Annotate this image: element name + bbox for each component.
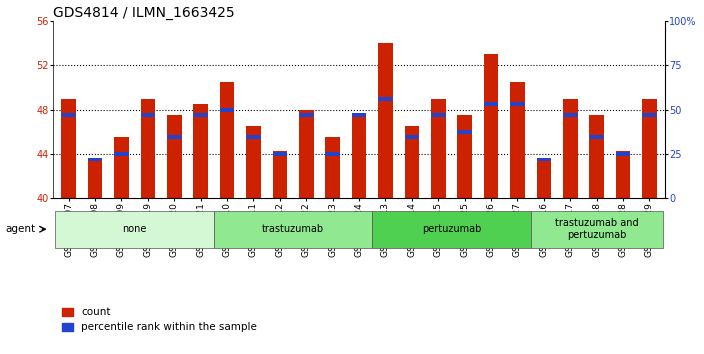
Bar	[352, 115, 366, 198]
Bar	[405, 126, 419, 198]
Bar	[325, 137, 340, 198]
Text: agent: agent	[6, 224, 36, 234]
Bar	[616, 151, 630, 198]
Bar	[214, 211, 372, 247]
Bar	[589, 136, 604, 139]
Bar	[484, 55, 498, 198]
Bar	[378, 97, 393, 101]
Text: pertuzumab: pertuzumab	[422, 224, 481, 234]
Bar	[194, 104, 208, 198]
Bar	[272, 152, 287, 156]
Bar	[61, 113, 76, 117]
Legend: count, percentile rank within the sample: count, percentile rank within the sample	[58, 303, 261, 337]
Bar	[272, 151, 287, 198]
Bar	[372, 211, 531, 247]
Bar	[563, 99, 577, 198]
Bar	[642, 99, 657, 198]
Bar	[88, 158, 102, 161]
Bar	[246, 136, 260, 139]
Text: trastuzumab and
pertuzumab: trastuzumab and pertuzumab	[555, 218, 639, 240]
Bar	[589, 115, 604, 198]
Bar	[114, 137, 129, 198]
Bar	[458, 130, 472, 134]
Bar	[458, 115, 472, 198]
Bar	[220, 108, 234, 112]
Bar	[484, 102, 498, 106]
Bar	[246, 126, 260, 198]
Text: GDS4814 / ILMN_1663425: GDS4814 / ILMN_1663425	[53, 6, 234, 20]
Bar	[510, 102, 524, 106]
Bar	[299, 110, 313, 198]
Bar	[194, 113, 208, 117]
Bar	[531, 211, 662, 247]
Bar	[114, 152, 129, 156]
Bar	[510, 82, 524, 198]
Bar	[352, 113, 366, 117]
Bar	[405, 136, 419, 139]
Bar	[642, 113, 657, 117]
Bar	[431, 99, 446, 198]
Bar	[616, 152, 630, 156]
Bar	[378, 44, 393, 198]
Bar	[61, 99, 76, 198]
Bar	[431, 113, 446, 117]
Bar	[536, 160, 551, 198]
Bar	[141, 113, 155, 117]
Bar	[299, 113, 313, 117]
Bar	[167, 115, 182, 198]
Bar	[167, 136, 182, 139]
Bar	[56, 211, 214, 247]
Bar	[88, 160, 102, 198]
Bar	[536, 158, 551, 161]
Text: none: none	[122, 224, 147, 234]
Text: trastuzumab: trastuzumab	[262, 224, 324, 234]
Bar	[220, 82, 234, 198]
Bar	[325, 152, 340, 156]
Bar	[563, 113, 577, 117]
Bar	[141, 99, 155, 198]
